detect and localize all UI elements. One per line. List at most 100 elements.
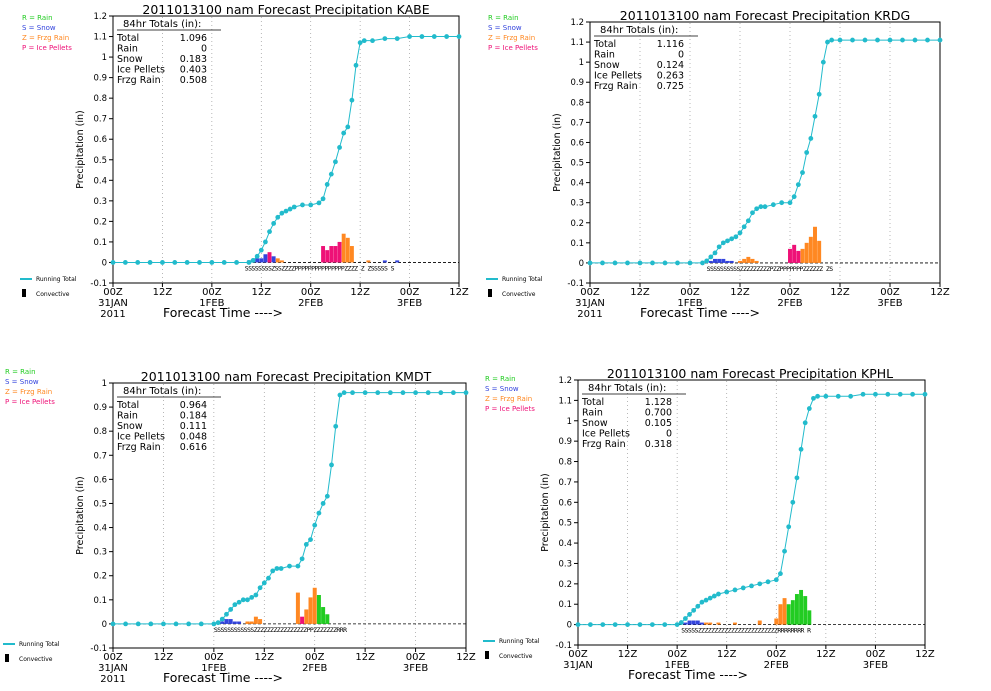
running-total-point bbox=[825, 39, 830, 45]
running-total-point bbox=[267, 229, 272, 235]
precip-bar-snow bbox=[687, 620, 692, 625]
running-total-point bbox=[750, 210, 755, 216]
running-total-point bbox=[135, 621, 141, 627]
precip-bar-rain bbox=[786, 604, 791, 625]
precip-bar-ice bbox=[321, 246, 326, 263]
running-total-point bbox=[587, 622, 593, 628]
totals-value: 0.508 bbox=[180, 75, 207, 86]
running-total-point bbox=[419, 34, 425, 39]
running-total-point bbox=[711, 593, 717, 599]
totals-label: Total bbox=[593, 39, 616, 50]
y-tick-label: 0 bbox=[102, 620, 107, 630]
precip-bar-frzg bbox=[778, 604, 783, 625]
precip-bar-frzg bbox=[704, 622, 709, 625]
running-total-point bbox=[324, 493, 330, 499]
precip-bar-rain bbox=[790, 600, 795, 625]
precip-bar-rain bbox=[325, 614, 330, 624]
x-tick-label: 12Z bbox=[154, 652, 174, 663]
totals-value: 0.318 bbox=[645, 439, 672, 450]
running-total-point bbox=[253, 592, 259, 598]
running-total-line bbox=[590, 39, 940, 264]
running-total-point bbox=[341, 390, 347, 396]
y-tick-label: 0.2 bbox=[93, 217, 107, 227]
precip-bar-frzg bbox=[249, 621, 254, 624]
x-tick-date: 1FEB bbox=[199, 298, 224, 309]
legend-precip-0: R = Rain bbox=[5, 368, 36, 376]
y-axis-label: Precipitation (in) bbox=[75, 110, 86, 188]
running-total-point bbox=[275, 214, 281, 220]
running-total-point bbox=[400, 390, 406, 396]
x-tick-label: 00Z bbox=[204, 652, 224, 663]
running-total-point bbox=[224, 611, 229, 617]
running-total-point bbox=[123, 621, 129, 627]
precip-bar-frzg bbox=[746, 256, 751, 263]
running-total-point bbox=[382, 36, 388, 41]
legend-precip-3: P = Ice Pellets bbox=[5, 398, 55, 406]
running-total-point bbox=[637, 260, 643, 266]
precip-bar-frzg bbox=[312, 587, 317, 624]
precip-bar-frzg bbox=[754, 260, 759, 263]
legend-running-total: Running Total bbox=[19, 641, 60, 648]
totals-label: Rain bbox=[117, 44, 138, 55]
y-tick-label: 0.2 bbox=[558, 580, 572, 590]
x-tick-date: 3FEB bbox=[877, 298, 902, 309]
y-tick-label: 0.4 bbox=[93, 524, 107, 534]
running-total-point bbox=[875, 37, 880, 43]
running-total-point bbox=[862, 37, 868, 43]
x-tick-date: 3FEB bbox=[403, 663, 428, 674]
running-total-point bbox=[612, 622, 618, 628]
running-total-point bbox=[438, 390, 444, 396]
running-total-point bbox=[320, 196, 326, 202]
running-total-point bbox=[699, 599, 705, 605]
precip-bar-frzg bbox=[304, 609, 309, 624]
precip-bar-frzg bbox=[349, 246, 354, 263]
precip-bar-frzg bbox=[345, 237, 350, 263]
running-total-point bbox=[804, 150, 810, 155]
legend-convective-swatch bbox=[488, 289, 492, 297]
running-total-point bbox=[900, 37, 905, 43]
y-tick-label: 0.1 bbox=[570, 239, 584, 249]
precip-bar-frzg bbox=[750, 258, 755, 263]
chart-title: 2011013100 nam Forecast Precipitation KR… bbox=[620, 8, 910, 23]
running-total-point bbox=[762, 204, 768, 210]
chart-panel-3: 2011013100 nam Forecast Precipitation KM… bbox=[3, 368, 476, 685]
running-total-point bbox=[741, 224, 747, 230]
legend-precip-3: P = Ice Pellets bbox=[22, 44, 72, 52]
legend-convective: Convective bbox=[499, 653, 533, 660]
plot-frame bbox=[112, 15, 460, 284]
precip-bar-snow bbox=[691, 620, 696, 625]
y-tick-label: 1.1 bbox=[558, 396, 572, 406]
chart-title: 2011013100 nam Forecast Precipitation KM… bbox=[141, 369, 432, 384]
running-total-point bbox=[816, 91, 822, 97]
totals-value: 1.116 bbox=[657, 39, 684, 50]
x-axis-label: Forecast Time ----> bbox=[628, 667, 748, 682]
precip-bar-frzg bbox=[813, 226, 817, 263]
running-total-point bbox=[835, 393, 841, 399]
running-total-point bbox=[215, 620, 221, 626]
precip-bar-rain bbox=[321, 607, 326, 624]
running-total-point bbox=[612, 260, 618, 266]
running-total-point bbox=[316, 200, 322, 206]
precip-bar-frzg bbox=[708, 622, 713, 625]
running-total-point bbox=[897, 391, 903, 397]
x-tick-label: 00Z bbox=[406, 652, 426, 663]
running-total-point bbox=[329, 462, 334, 468]
totals-label: Frzg Rain bbox=[117, 75, 161, 86]
x-tick-label: 12Z bbox=[456, 652, 476, 663]
running-total-point bbox=[745, 218, 751, 224]
running-total-point bbox=[575, 622, 581, 628]
y-tick-label: 0.5 bbox=[93, 156, 107, 166]
running-total-point bbox=[806, 406, 812, 411]
running-total-point bbox=[716, 591, 721, 597]
totals-value: 0.964 bbox=[180, 400, 207, 411]
y-tick-label: 0.9 bbox=[93, 74, 107, 84]
precip-bar-ice bbox=[267, 252, 272, 263]
y-axis-label: Precipitation (in) bbox=[540, 473, 551, 551]
running-total-point bbox=[716, 244, 722, 250]
totals-value: 0.616 bbox=[180, 442, 207, 453]
running-total-point bbox=[782, 548, 787, 554]
precip-bar-rain bbox=[803, 596, 808, 625]
running-total-point bbox=[161, 621, 166, 627]
running-total-point bbox=[333, 159, 338, 165]
